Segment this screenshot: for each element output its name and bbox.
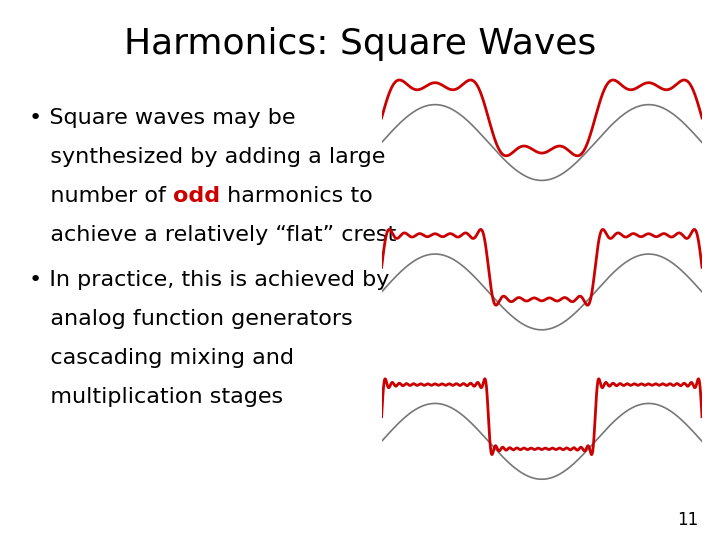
- Text: 11: 11: [677, 511, 698, 529]
- Text: • In practice, this is achieved by: • In practice, this is achieved by: [29, 270, 390, 290]
- Text: odd: odd: [173, 186, 220, 206]
- Text: Harmonics: Square Waves: Harmonics: Square Waves: [124, 27, 596, 61]
- Text: analog function generators: analog function generators: [29, 309, 353, 329]
- Text: cascading mixing and: cascading mixing and: [29, 348, 294, 368]
- Text: multiplication stages: multiplication stages: [29, 387, 283, 407]
- Text: synthesized by adding a large: synthesized by adding a large: [29, 147, 385, 167]
- Text: • Square waves may be: • Square waves may be: [29, 108, 295, 128]
- Text: achieve a relatively “flat” crest: achieve a relatively “flat” crest: [29, 225, 396, 245]
- Text: number of: number of: [29, 186, 173, 206]
- Text: harmonics to: harmonics to: [220, 186, 373, 206]
